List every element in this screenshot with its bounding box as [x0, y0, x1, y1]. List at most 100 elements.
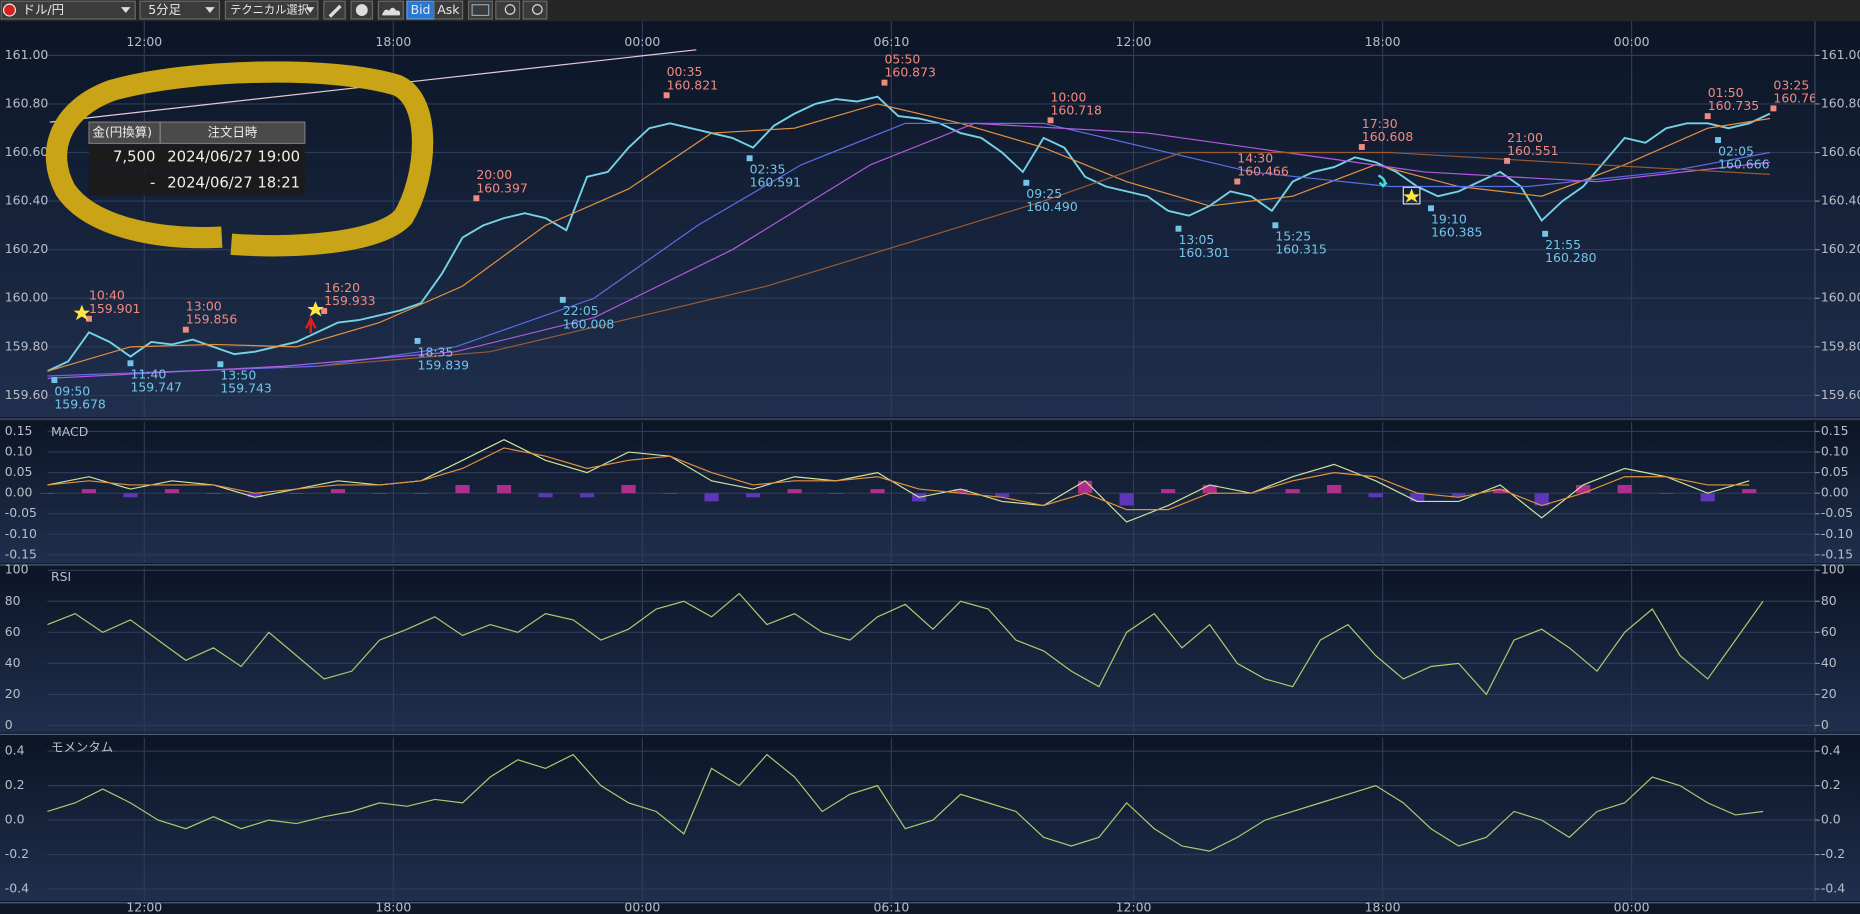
panel-title: RSI: [51, 569, 71, 584]
series-line: [47, 103, 1771, 372]
y-tick-label: 161.00: [1821, 47, 1860, 62]
table-cell: 2024/06/27 19:00: [167, 149, 300, 166]
y-tick-label: -0.2: [5, 846, 29, 861]
y-tick-label: 80: [1821, 593, 1837, 608]
histogram-bar: [1493, 489, 1508, 494]
cloud-icon: [381, 7, 400, 16]
histogram-bar: [579, 493, 595, 498]
zoom-icon: [532, 4, 543, 15]
table-row[interactable]: [88, 170, 305, 196]
histogram-bar: [330, 489, 346, 494]
technical-label: テクニカル選択: [230, 3, 309, 17]
star-icon: [73, 304, 91, 321]
histogram-bar: [81, 489, 97, 494]
low-marker: [51, 377, 58, 383]
panel-title: MACD: [51, 424, 88, 439]
annotation-time: 10:40: [89, 288, 125, 303]
annotation-time: 13:50: [220, 368, 256, 383]
series-group: [40, 439, 1757, 523]
y-tick-label: 0.00: [1821, 485, 1849, 500]
high-marker: [1704, 113, 1711, 120]
annotation-value: 160.821: [667, 77, 718, 92]
dropdown-arrow: [306, 7, 315, 14]
annotation-value: 159.678: [54, 396, 106, 411]
annotation-value: 159.856: [186, 312, 238, 327]
annotation-value: 160.490: [1026, 199, 1078, 214]
low-marker: [1272, 222, 1279, 229]
low-marker: [1428, 205, 1434, 212]
ask-button[interactable]: [433, 0, 464, 20]
x-tick-label: 06:10: [873, 900, 909, 914]
y-tick-label: 0.00: [5, 485, 33, 500]
annotation-value: 160.873: [884, 65, 935, 80]
symbol-select[interactable]: [0, 0, 136, 20]
panels: [0, 21, 1860, 904]
annotation-value: 160.466: [1237, 164, 1289, 179]
y-tick-label: 0.4: [5, 743, 25, 758]
technical-select[interactable]: [224, 0, 319, 20]
annotation-value: 160.551: [1507, 143, 1558, 158]
series-group: [47, 753, 1764, 852]
annotation-value: 159.901: [89, 301, 140, 316]
marker-box: [1402, 186, 1421, 205]
chart-button[interactable]: [467, 0, 493, 20]
x-tick-label: 18:00: [375, 34, 411, 49]
annotation-value: 159.839: [418, 357, 470, 372]
histogram-bar: [1617, 484, 1632, 494]
histogram-bar: [1659, 493, 1674, 494]
order-table: 金(円換算) 注文日時 7,500 2024/06/27 19:00 - 202…: [88, 121, 306, 196]
histogram-bar: [1576, 484, 1591, 494]
y-tick-label: 0.0: [5, 812, 25, 827]
y-tick-label: 0.15: [1821, 423, 1849, 438]
annotation-value: 160.591: [750, 175, 801, 190]
table-row[interactable]: [88, 144, 305, 170]
timeframe-select[interactable]: [139, 0, 221, 20]
toolbar: ドル/円 5分足 テクニカル選択 Bid Ask: [0, 0, 1860, 22]
annotation-value: 159.743: [220, 381, 271, 396]
histogram-bar: [413, 493, 429, 494]
y-tick-label: -0.05: [1821, 505, 1853, 520]
y-tick-label: 159.80: [1821, 338, 1860, 353]
annotation-time: 20:00: [476, 167, 512, 182]
annotation-value: 160.315: [1275, 242, 1326, 257]
histogram-bar: [40, 493, 55, 494]
sell-arrow: [1377, 174, 1388, 188]
low-marker: [746, 155, 753, 162]
zoom-in-button[interactable]: [522, 0, 548, 20]
annotation-time: 03:25: [1773, 77, 1809, 92]
series-line: [47, 122, 1771, 380]
y-tick-label: 159.60: [5, 387, 49, 402]
series-group: [47, 592, 1764, 696]
x-tick-label: 00:00: [624, 900, 660, 914]
y-tick-label: 159.60: [1821, 387, 1860, 402]
annotation-time: 01:50: [1708, 85, 1744, 100]
histogram-bar: [1161, 489, 1176, 494]
dropdown-arrow: [205, 7, 215, 14]
chart-layer: 159.60 159.60 159.80 159.80 160.00 160.00 160.…: [5, 34, 1860, 914]
high-marker: [473, 195, 480, 202]
low-marker: [414, 337, 421, 344]
zoom-out-button[interactable]: [495, 0, 521, 20]
histogram-bar: [953, 489, 968, 494]
annotation-time: 10:00: [1051, 89, 1087, 104]
y-tick-label: -0.4: [1821, 881, 1845, 896]
low-marker: [127, 360, 134, 367]
low-marker: [1715, 137, 1722, 143]
series-line: [47, 447, 1750, 511]
histogram-bar: [870, 489, 885, 494]
series-line: [47, 95, 1771, 372]
x-tick-label: 18:00: [1365, 900, 1401, 914]
y-tick-label: -0.4: [5, 881, 29, 896]
annotation-time: 02:05: [1718, 143, 1754, 158]
y-tick-label: -0.15: [1821, 546, 1853, 561]
x-tick-label: 00:00: [1614, 900, 1650, 914]
series-line: [47, 439, 1750, 523]
x-tick-label: 18:00: [1365, 34, 1401, 49]
x-tick-label: 00:00: [624, 34, 660, 49]
y-tick-label: 0: [1821, 717, 1829, 732]
histogram-bar: [123, 493, 138, 498]
annotation-time: 13:05: [1178, 232, 1214, 247]
histogram-bar: [994, 493, 1010, 498]
y-tick-label: 0.0: [1821, 812, 1841, 827]
